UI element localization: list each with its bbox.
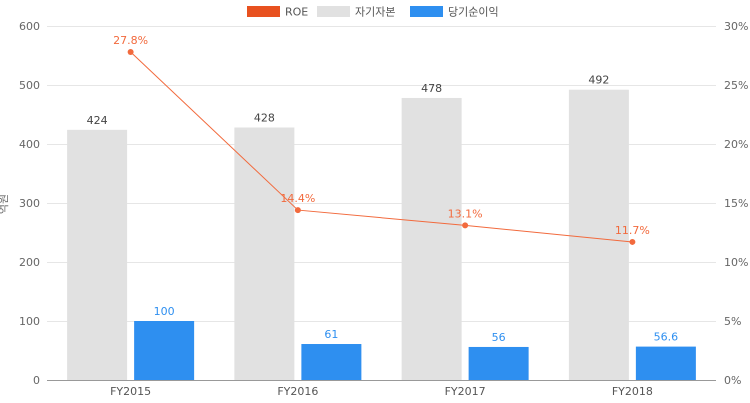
line-point (294, 207, 301, 214)
data-label: 478 (421, 82, 442, 95)
line-point (629, 238, 636, 245)
bar-자기자본 (568, 89, 629, 380)
legend-swatch (410, 6, 443, 17)
right-axis-ticks: 0% 5% 10% 15% 20% 25% 30% (724, 20, 748, 387)
data-label: 61 (324, 328, 338, 341)
data-label: 100 (154, 305, 175, 318)
bar-자기자본 (234, 127, 295, 380)
y-tick-label: 100 (19, 315, 40, 328)
y2-tick-label: 20% (724, 138, 748, 151)
bar-당기순이익 (468, 346, 529, 380)
legend-swatch (247, 6, 280, 17)
legend: ROE 자기자본 당기순이익 (247, 6, 499, 19)
line-point (127, 48, 134, 55)
category-label: FY2016 (277, 385, 318, 398)
roe-line: 27.8% 14.4% 13.1% 11.7% (113, 34, 650, 245)
bar-당기순이익 (635, 346, 696, 380)
data-label: 27.8% (113, 34, 148, 47)
data-label: 492 (588, 74, 609, 87)
data-label: 14.4% (280, 192, 315, 205)
category-labels: FY2015 FY2016 FY2017 FY2018 (110, 385, 653, 398)
legend-label: 당기순이익 (448, 6, 499, 19)
y-tick-label: 500 (19, 79, 40, 92)
data-label: 13.1% (448, 207, 483, 220)
data-label: 56 (492, 331, 506, 344)
category-label: FY2017 (445, 385, 486, 398)
data-label: 428 (254, 111, 275, 124)
y-tick-label: 300 (19, 197, 40, 210)
y-tick-label: 200 (19, 256, 40, 269)
legend-label: ROE (285, 6, 308, 19)
y-axis-title: 억원 (0, 194, 10, 214)
legend-swatch (317, 6, 350, 17)
bar-당기순이익 (301, 344, 362, 380)
left-axis-ticks: 0 100 200 300 400 500 600 (19, 20, 40, 387)
y-tick-label: 0 (33, 374, 40, 387)
bar-marks: 424 100 428 61 478 56 492 56.6 (67, 74, 696, 380)
y-tick-label: 400 (19, 138, 40, 151)
legend-label: 자기자본 (355, 6, 395, 19)
y-tick-label: 600 (19, 20, 40, 33)
bar-자기자본 (67, 129, 128, 380)
y2-tick-label: 0% (724, 374, 741, 387)
category-label: FY2018 (612, 385, 653, 398)
data-label: 56.6 (654, 331, 679, 344)
y2-tick-label: 15% (724, 197, 748, 210)
y2-tick-label: 5% (724, 315, 741, 328)
bar-자기자본 (401, 97, 462, 380)
y2-tick-label: 10% (724, 256, 748, 269)
data-label: 424 (87, 114, 108, 127)
data-label: 11.7% (615, 224, 650, 237)
bar-당기순이익 (134, 321, 195, 380)
line-path (130, 51, 633, 243)
line-point (462, 222, 469, 229)
y2-tick-label: 30% (724, 20, 748, 33)
y2-tick-label: 25% (724, 79, 748, 92)
category-label: FY2015 (110, 385, 151, 398)
